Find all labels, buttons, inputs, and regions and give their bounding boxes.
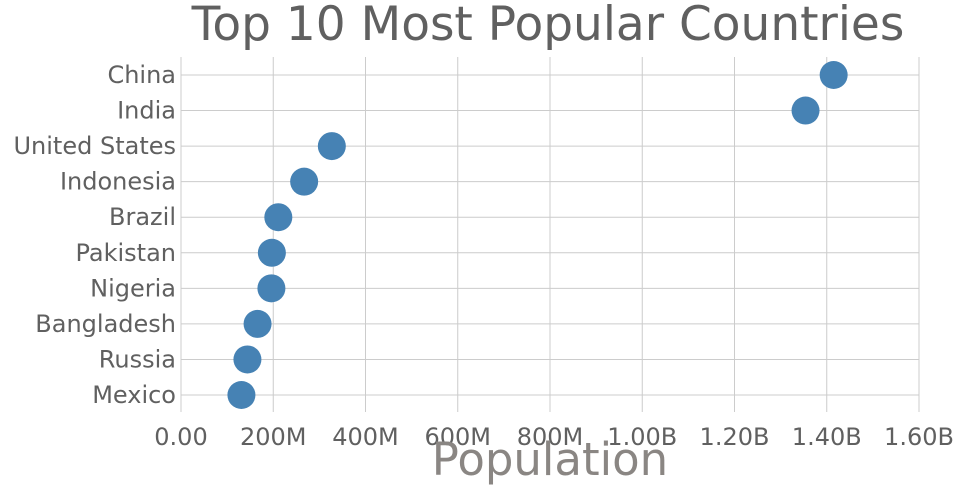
y-tick-label: Nigeria: [90, 274, 176, 302]
data-point: [791, 96, 820, 125]
y-tick-label: Mexico: [92, 381, 176, 409]
data-points: [227, 61, 848, 409]
chart-title: Top 10 Most Popular Countries: [191, 0, 905, 52]
gridlines: [180, 57, 920, 412]
data-point: [233, 345, 262, 374]
x-tick-label: 1.40B: [792, 423, 862, 451]
x-axis-ticks: 0.00 200M 400M 600M 800M 1.00B 1.20B 1.40B 1.60B: [154, 423, 954, 451]
x-axis-title: Population: [432, 433, 668, 486]
y-tick-label: India: [117, 97, 176, 125]
data-point: [290, 167, 319, 196]
y-tick-label: Bangladesh: [35, 310, 176, 338]
y-tick-label: Brazil: [109, 203, 176, 231]
x-tick-label: 1.20B: [700, 423, 770, 451]
x-tick-label: 0.00: [154, 423, 207, 451]
y-tick-label: Russia: [99, 345, 176, 373]
x-tick-label: 1.60B: [884, 423, 954, 451]
data-point: [264, 203, 293, 232]
data-point: [243, 309, 272, 338]
y-tick-label: United States: [13, 132, 176, 160]
data-point: [317, 132, 346, 161]
data-point: [819, 61, 848, 89]
y-tick-label: China: [107, 61, 176, 89]
x-tick-label: 400M: [332, 423, 399, 451]
x-tick-label: 1.00B: [607, 423, 677, 451]
data-point: [257, 238, 286, 267]
y-tick-label: Pakistan: [76, 239, 177, 267]
data-point: [227, 381, 256, 409]
x-tick-label: 200M: [240, 423, 307, 451]
y-tick-label: Indonesia: [60, 168, 176, 196]
y-axis-ticks: China India United States Indonesia Brazil Pa…: [13, 61, 176, 409]
x-tick-label: 600M: [424, 423, 491, 451]
data-point: [257, 274, 286, 303]
x-tick-label: 800M: [517, 423, 584, 451]
